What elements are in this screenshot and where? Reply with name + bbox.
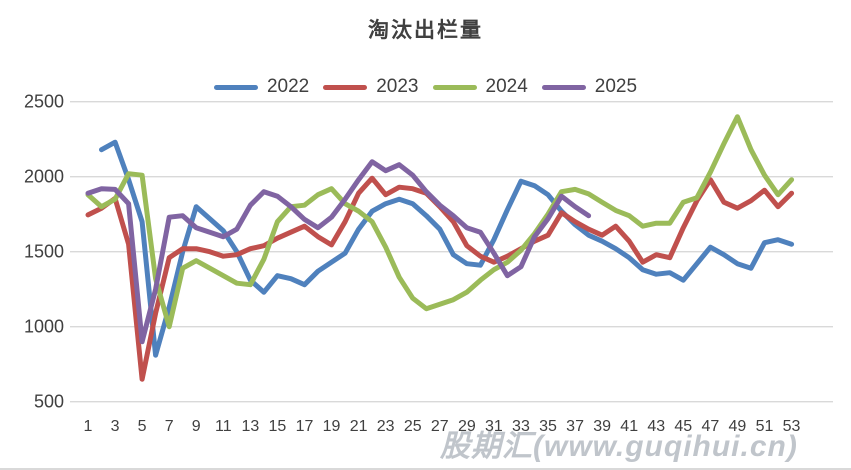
y-axis-tick-500: 500	[34, 392, 64, 412]
x-axis-tick-7: 7	[165, 418, 174, 435]
y-axis-tick-1000: 1000	[24, 317, 64, 337]
y-axis-tick-1500: 1500	[24, 242, 64, 262]
watermark: 股期汇(www.guqihui.cn)	[440, 421, 851, 465]
x-axis-tick-9: 9	[192, 418, 201, 435]
x-axis-tick-19: 19	[323, 418, 341, 435]
x-axis-tick-5: 5	[138, 418, 147, 435]
x-axis-tick-17: 17	[296, 418, 314, 435]
chart-container: 淘汰出栏量 2022 2023 2024 2025 50010001500200…	[0, 0, 851, 470]
x-axis-tick-21: 21	[350, 418, 368, 435]
x-axis-tick-3: 3	[111, 418, 120, 435]
x-axis-tick-23: 23	[377, 418, 395, 435]
y-axis-tick-2000: 2000	[24, 167, 64, 187]
x-axis-tick-11: 11	[215, 418, 232, 435]
x-axis-tick-15: 15	[269, 418, 287, 435]
x-axis-tick-25: 25	[404, 418, 422, 435]
x-axis-tick-1: 1	[84, 418, 93, 435]
y-axis-tick-2500: 2500	[24, 92, 64, 112]
x-axis-tick-13: 13	[241, 418, 259, 435]
line-chart-plot-area: 5001000150020002500135791113151719212325…	[0, 0, 851, 470]
